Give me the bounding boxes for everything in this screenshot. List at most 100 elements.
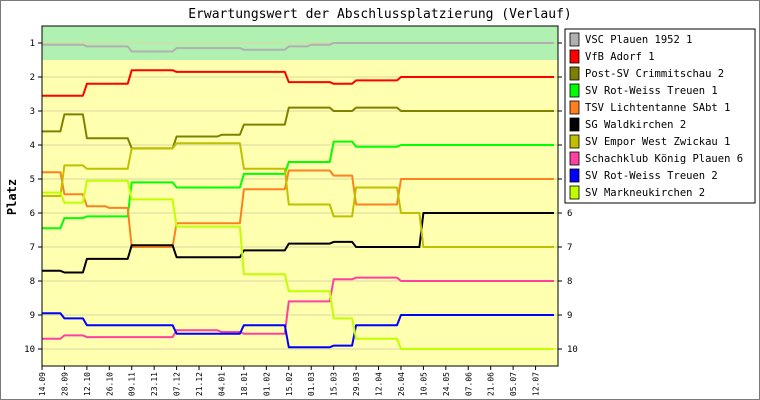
series-line-5: [42, 169, 554, 248]
data-point: [523, 110, 525, 112]
data-point: [546, 76, 548, 78]
data-point: [546, 246, 548, 248]
data-point: [501, 144, 503, 146]
data-point: [142, 324, 144, 326]
data-point: [232, 142, 234, 144]
legend-swatch-5: [569, 100, 580, 115]
data-point: [142, 69, 144, 71]
data-point: [389, 107, 391, 109]
data-point: [411, 314, 413, 316]
legend-swatch-8: [569, 151, 580, 166]
data-point: [389, 277, 391, 279]
x-tick-label: 29.03: [352, 372, 361, 396]
data-point: [119, 137, 122, 139]
data-point: [52, 195, 54, 197]
data-point: [276, 124, 279, 126]
data-point: [209, 222, 211, 224]
data-point: [276, 273, 279, 275]
data-point: [411, 280, 413, 282]
legend-box: [564, 28, 756, 204]
data-point: [501, 246, 503, 248]
y-tick-label: 6: [30, 209, 35, 219]
data-point: [254, 273, 256, 275]
data-point: [389, 146, 391, 148]
data-point: [276, 188, 279, 190]
data-point: [523, 314, 525, 316]
data-point: [75, 95, 77, 97]
data-point: [434, 42, 436, 44]
data-point: [52, 227, 54, 229]
x-tick-label: 12.04: [375, 372, 384, 396]
data-point: [523, 246, 525, 248]
series-lines: [42, 42, 554, 350]
data-point: [523, 42, 525, 44]
data-point: [389, 246, 391, 248]
data-point: [276, 333, 279, 335]
data-point: [523, 348, 525, 350]
data-point: [546, 280, 548, 282]
data-point: [75, 317, 77, 319]
data-point: [164, 324, 166, 326]
data-point: [434, 144, 436, 146]
y-tick-label: 5: [30, 175, 35, 185]
data-point: [164, 181, 166, 183]
data-point: [75, 113, 77, 115]
y-tick-label-right: 7: [567, 243, 572, 253]
x-tick-label: 21.12: [195, 372, 204, 396]
series-line-3: [42, 106, 554, 150]
data-point: [119, 258, 122, 260]
data-point: [411, 76, 413, 78]
data-point: [344, 215, 346, 217]
data-point: [142, 181, 144, 183]
data-point: [299, 243, 301, 245]
data-point: [478, 110, 481, 112]
data-point: [366, 186, 368, 189]
data-point: [232, 47, 234, 49]
data-point: [232, 186, 234, 189]
data-point: [97, 258, 99, 260]
data-point: [344, 317, 346, 319]
data-point: [456, 110, 458, 112]
data-point: [142, 336, 144, 338]
data-point: [75, 271, 77, 274]
data-point: [434, 76, 436, 78]
data-point: [209, 135, 211, 138]
data-point: [97, 324, 99, 326]
x-tick-label: 10.05: [419, 372, 428, 396]
legend-swatch-4: [569, 83, 580, 98]
data-point: [187, 226, 189, 228]
data-point: [299, 300, 301, 302]
legend-label-4: SV Rot-Weiss Treuen 1: [585, 85, 718, 97]
data-point: [299, 107, 301, 109]
data-point: [164, 198, 166, 200]
legend-swatch-10: [569, 185, 580, 200]
data-point: [276, 71, 279, 73]
data-point: [232, 256, 234, 258]
data-point: [501, 76, 503, 78]
x-tick-label: 09.11: [128, 372, 137, 396]
data-point: [187, 186, 189, 189]
data-point: [389, 42, 391, 44]
y-tick-label-right: 8: [567, 277, 572, 287]
data-point: [75, 202, 77, 204]
legend-label-8: Schachklub König Plauen 6: [585, 153, 743, 165]
data-point: [119, 336, 122, 338]
data-point: [97, 45, 99, 48]
data-point: [52, 130, 54, 132]
data-point: [321, 300, 324, 302]
data-point: [254, 324, 256, 326]
x-tick-label: 07.12: [173, 372, 182, 396]
data-point: [276, 173, 279, 175]
data-point: [276, 324, 279, 326]
data-point: [119, 180, 122, 182]
data-point: [389, 324, 391, 326]
y-tick-label: 4: [30, 141, 35, 151]
data-point: [411, 246, 413, 248]
data-point: [142, 198, 144, 200]
y-axis-label: Platz: [5, 179, 19, 215]
data-point: [232, 333, 234, 335]
data-point: [254, 49, 256, 51]
data-point: [411, 144, 413, 146]
legend-label-5: TSV Lichtentanne SAbt 1: [585, 102, 730, 114]
